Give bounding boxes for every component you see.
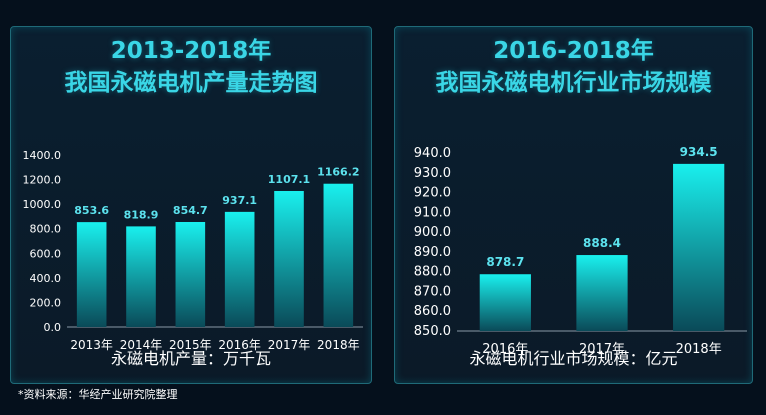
bar-2014年 <box>126 226 156 327</box>
bar-2015年 <box>176 222 206 327</box>
y-tick-label: 910.0 <box>414 205 451 220</box>
chart1-unit-label: 永磁电机产量：万千瓦 <box>11 345 371 369</box>
y-tick-label: 400.0 <box>30 272 62 285</box>
y-tick-label: 920.0 <box>414 186 451 201</box>
bar-2013年 <box>77 222 107 327</box>
y-tick-label: 600.0 <box>30 247 62 260</box>
y-tick-label: 1400.0 <box>23 149 62 162</box>
y-tick-label: 860.0 <box>414 304 451 319</box>
y-tick-label: 870.0 <box>414 284 451 299</box>
production-chart-panel: 2013-2018年 我国永磁电机产量走势图 0.0 200.0 400.0 600.… <box>10 26 372 384</box>
bar-2016年 <box>480 274 531 331</box>
chart1-plot: 0.0 200.0 400.0 600.0 800.0 1000.0 1200.0 1400.… <box>11 115 371 415</box>
bar-value-label: 1107.1 <box>268 173 310 186</box>
bar-value-label: 818.9 <box>124 208 159 221</box>
bar-value-label: 878.7 <box>486 255 524 269</box>
bar-2017年 <box>274 191 304 327</box>
y-tick-label: 1200.0 <box>23 174 62 187</box>
chart1-title-line2: 我国永磁电机产量走势图 <box>11 67 371 99</box>
y-tick-label: 930.0 <box>414 166 451 181</box>
y-tick-label: 800.0 <box>30 223 62 236</box>
bar-2016年 <box>225 212 255 327</box>
bar-value-label: 888.4 <box>583 236 621 250</box>
bar-value-label: 853.6 <box>74 204 109 217</box>
y-tick-label: 880.0 <box>414 265 451 280</box>
y-tick-label: 940.0 <box>414 146 451 161</box>
chart2-unit-label: 永磁电机行业市场规模：亿元 <box>395 345 752 369</box>
bar-2018年 <box>324 184 354 327</box>
y-tick-label: 900.0 <box>414 225 451 240</box>
bar-value-label: 854.7 <box>173 204 208 217</box>
y-tick-label: 200.0 <box>30 296 62 309</box>
bar-2017年 <box>576 255 627 331</box>
y-tick-label: 890.0 <box>414 245 451 260</box>
bar-value-label: 1166.2 <box>317 166 359 179</box>
bar-value-label: 937.1 <box>222 194 257 207</box>
bar-2018年 <box>673 164 724 331</box>
chart1-title-line1: 2013-2018年 <box>11 35 371 67</box>
source-note: *资料来源：华经产业研究院整理 <box>18 386 178 402</box>
chart2-title-line2: 我国永磁电机行业市场规模 <box>395 67 752 99</box>
bar-value-label: 934.5 <box>680 145 718 159</box>
y-tick-label: 850.0 <box>414 324 451 339</box>
y-tick-label: 0.0 <box>44 321 62 334</box>
chart2-title-line1: 2016-2018年 <box>395 35 752 67</box>
chart2-plot: 850.0 860.0 870.0 880.0 890.0 900.0 910.0 920.0… <box>395 115 752 415</box>
y-tick-label: 1000.0 <box>23 198 62 211</box>
market-size-chart-panel: 2016-2018年 我国永磁电机行业市场规模 850.0 860.0 870.0 8… <box>394 26 753 384</box>
